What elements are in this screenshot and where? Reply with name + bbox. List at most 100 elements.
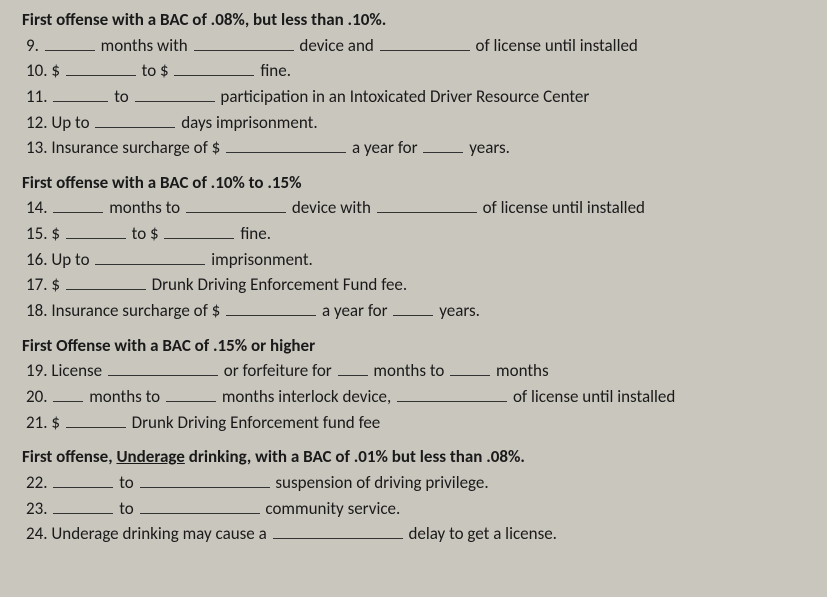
section-heading: First offense with a BAC of .08%, but le… bbox=[22, 8, 805, 33]
text: device with bbox=[292, 197, 371, 218]
text: community service. bbox=[265, 498, 400, 519]
text: 19. License bbox=[26, 360, 102, 381]
text: years. bbox=[469, 137, 510, 158]
text: of license until installed bbox=[513, 386, 675, 407]
blank[interactable] bbox=[53, 195, 103, 213]
text: 24. Underage drinking may cause a bbox=[26, 523, 267, 544]
blank[interactable] bbox=[95, 110, 175, 128]
question-11: 11. to participation in an Intoxicated D… bbox=[22, 84, 805, 110]
section-bac-15-higher: First Offense with a BAC of .15% or high… bbox=[22, 334, 805, 436]
blank[interactable] bbox=[397, 384, 507, 402]
blank[interactable] bbox=[186, 195, 286, 213]
blank[interactable] bbox=[140, 496, 260, 514]
blank[interactable] bbox=[53, 496, 113, 514]
text: days imprisonment. bbox=[181, 112, 317, 133]
text: 17. $ bbox=[26, 274, 60, 295]
blank[interactable] bbox=[53, 84, 108, 102]
blank[interactable] bbox=[95, 247, 205, 265]
text: 22. bbox=[26, 472, 48, 493]
text: to $ bbox=[142, 60, 169, 81]
blank[interactable] bbox=[135, 84, 215, 102]
text: months to bbox=[109, 197, 180, 218]
section-underage: First offense, Underage drinking, with a… bbox=[22, 445, 805, 547]
text: delay to get a license. bbox=[408, 523, 557, 544]
blank[interactable] bbox=[423, 135, 463, 153]
text: 23. bbox=[26, 498, 48, 519]
question-13: 13. Insurance surcharge of $ a year for … bbox=[22, 135, 805, 161]
text: 20. bbox=[26, 386, 48, 407]
text: months to bbox=[373, 360, 444, 381]
text: months with bbox=[101, 35, 188, 56]
blank[interactable] bbox=[66, 272, 146, 290]
text: years. bbox=[439, 300, 480, 321]
blank[interactable] bbox=[66, 58, 136, 76]
blank[interactable] bbox=[273, 521, 403, 539]
blank[interactable] bbox=[140, 470, 270, 488]
question-22: 22. to suspension of driving privilege. bbox=[22, 470, 805, 496]
text: a year for bbox=[322, 300, 388, 321]
question-9: 9. months with device and of license unt… bbox=[22, 33, 805, 59]
blank[interactable] bbox=[174, 58, 254, 76]
blank[interactable] bbox=[53, 384, 83, 402]
blank[interactable] bbox=[108, 358, 218, 376]
text: device and bbox=[299, 35, 373, 56]
text: to $ bbox=[132, 223, 159, 244]
text: 21. $ bbox=[26, 412, 60, 433]
blank[interactable] bbox=[338, 358, 368, 376]
text: 10. $ bbox=[26, 60, 60, 81]
text: months interlock device, bbox=[222, 386, 391, 407]
text: to bbox=[119, 498, 134, 519]
text: First offense, bbox=[22, 446, 116, 467]
question-21: 21. $ Drunk Driving Enforcement fund fee bbox=[22, 410, 805, 436]
text: months bbox=[496, 360, 549, 381]
text: or forfeiture for bbox=[224, 360, 332, 381]
question-24: 24. Underage drinking may cause a delay … bbox=[22, 521, 805, 547]
text: 15. $ bbox=[26, 223, 60, 244]
question-14: 14. months to device with of license unt… bbox=[22, 195, 805, 221]
text: fine. bbox=[260, 60, 291, 81]
text: participation in an Intoxicated Driver R… bbox=[220, 86, 589, 107]
text: to bbox=[119, 472, 134, 493]
text: imprisonment. bbox=[211, 249, 313, 270]
section-heading: First Offense with a BAC of .15% or high… bbox=[22, 334, 805, 359]
section-bac-08-10: First offense with a BAC of .08%, but le… bbox=[22, 8, 805, 161]
blank[interactable] bbox=[66, 410, 126, 428]
question-19: 19. License or forfeiture for months to … bbox=[22, 358, 805, 384]
blank[interactable] bbox=[377, 195, 477, 213]
text: 9. bbox=[26, 35, 39, 56]
blank[interactable] bbox=[226, 298, 316, 316]
blank[interactable] bbox=[166, 384, 216, 402]
text: fine. bbox=[240, 223, 271, 244]
question-10: 10. $ to $ fine. bbox=[22, 58, 805, 84]
blank[interactable] bbox=[393, 298, 433, 316]
question-17: 17. $ Drunk Driving Enforcement Fund fee… bbox=[22, 272, 805, 298]
blank[interactable] bbox=[226, 135, 346, 153]
blank[interactable] bbox=[450, 358, 490, 376]
text: 11. bbox=[26, 86, 48, 107]
blank[interactable] bbox=[45, 33, 95, 51]
question-23: 23. to community service. bbox=[22, 496, 805, 522]
text-underlined: Underage bbox=[116, 446, 184, 467]
blank[interactable] bbox=[53, 470, 113, 488]
text: Drunk Driving Enforcement fund fee bbox=[132, 412, 381, 433]
text: of license until installed bbox=[476, 35, 638, 56]
question-18: 18. Insurance surcharge of $ a year for … bbox=[22, 298, 805, 324]
blank[interactable] bbox=[66, 221, 126, 239]
text: 14. bbox=[26, 197, 48, 218]
text: 12. Up to bbox=[26, 112, 90, 133]
text: to bbox=[114, 86, 129, 107]
text: drinking, with a BAC of .01% but less th… bbox=[185, 446, 525, 467]
section-heading: First offense with a BAC of .10% to .15% bbox=[22, 171, 805, 196]
question-20: 20. months to months interlock device, o… bbox=[22, 384, 805, 410]
blank[interactable] bbox=[194, 33, 294, 51]
blank[interactable] bbox=[164, 221, 234, 239]
text: 18. Insurance surcharge of $ bbox=[26, 300, 220, 321]
text: a year for bbox=[352, 137, 418, 158]
worksheet: First offense with a BAC of .08%, but le… bbox=[0, 0, 827, 547]
section-heading: First offense, Underage drinking, with a… bbox=[22, 445, 805, 470]
section-bac-10-15: First offense with a BAC of .10% to .15%… bbox=[22, 171, 805, 324]
question-15: 15. $ to $ fine. bbox=[22, 221, 805, 247]
blank[interactable] bbox=[380, 33, 470, 51]
text: of license until installed bbox=[483, 197, 645, 218]
question-16: 16. Up to imprisonment. bbox=[22, 247, 805, 273]
